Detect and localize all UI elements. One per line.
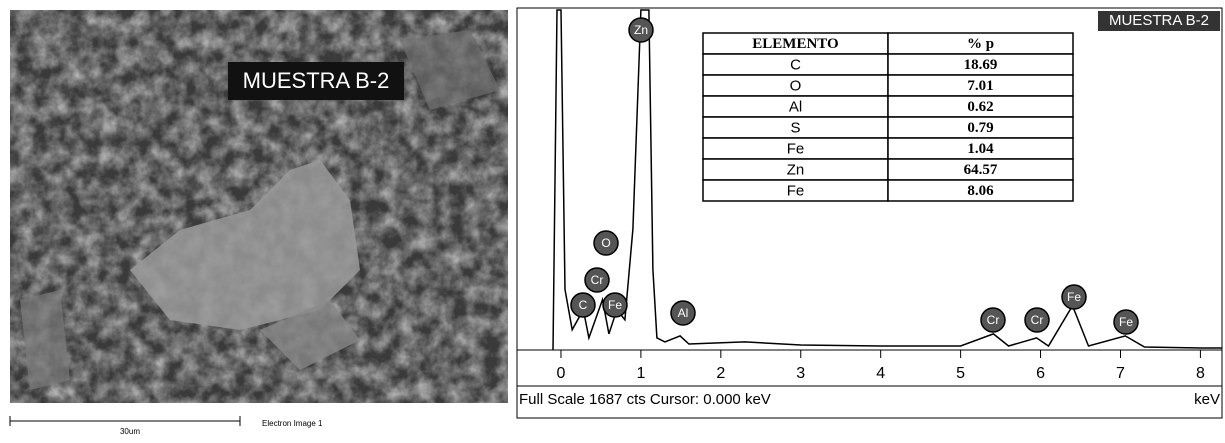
table-value: C — [790, 56, 801, 73]
table-value: O — [790, 77, 802, 94]
peak-label: Al — [678, 306, 689, 320]
x-tick-label: 7 — [1116, 365, 1125, 382]
sem-label: MUESTRA B-2 — [243, 68, 390, 93]
scale-bar-label: 30um — [120, 427, 140, 436]
table-value: 18.69 — [964, 57, 998, 73]
table-header: % p — [967, 36, 994, 52]
x-tick-label: 5 — [956, 365, 965, 382]
x-tick-label: 4 — [876, 365, 885, 382]
spectrum-title: MUESTRA B-2 — [1109, 12, 1209, 29]
x-tick-label: 2 — [716, 365, 725, 382]
figure: MUESTRA B-2 30um Electron Image 1 MUESTR… — [0, 0, 1225, 438]
table-value: Fe — [787, 182, 805, 199]
peak-label: Cr — [987, 313, 1000, 327]
x-tick-label: 3 — [796, 365, 805, 382]
x-tick-label: 8 — [1196, 365, 1205, 382]
table-value: 64.57 — [964, 162, 998, 178]
peak-label: Zn — [634, 23, 648, 37]
sem-image: MUESTRA B-2 — [10, 10, 508, 403]
x-tick-label: 0 — [557, 365, 566, 382]
peak-label: O — [601, 236, 610, 250]
x-tick-label: 6 — [1036, 365, 1045, 382]
footer: Full Scale 1687 cts Cursor: 0.000 keV — [519, 391, 771, 408]
table-value: 7.01 — [967, 78, 993, 94]
table-value: Al — [789, 98, 802, 115]
x-tick-label: 1 — [636, 365, 645, 382]
table-value: S — [790, 119, 800, 136]
image-caption: Electron Image 1 — [262, 419, 323, 428]
table-header: ELEMENTO — [752, 36, 838, 52]
peak-label: C — [579, 298, 588, 312]
peak-label: Fe — [1067, 290, 1081, 304]
table: ELEMENTO % p C 18.69 O 7.01 Al 0.62 S 0.79 Fe 1.04 Z… — [703, 33, 1073, 201]
table-value: 0.62 — [967, 99, 993, 115]
table-value: 1.04 — [967, 141, 994, 157]
peak-label: Cr — [1031, 313, 1044, 327]
peak-label: Fe — [608, 298, 622, 312]
table-value: Fe — [787, 140, 805, 157]
peak-label: Cr — [591, 273, 604, 287]
x-unit: keV — [1194, 391, 1220, 408]
table-value: 8.06 — [967, 183, 994, 199]
peak-label: Fe — [1119, 315, 1133, 329]
table-value: Zn — [787, 161, 805, 178]
table-value: 0.79 — [967, 120, 993, 136]
